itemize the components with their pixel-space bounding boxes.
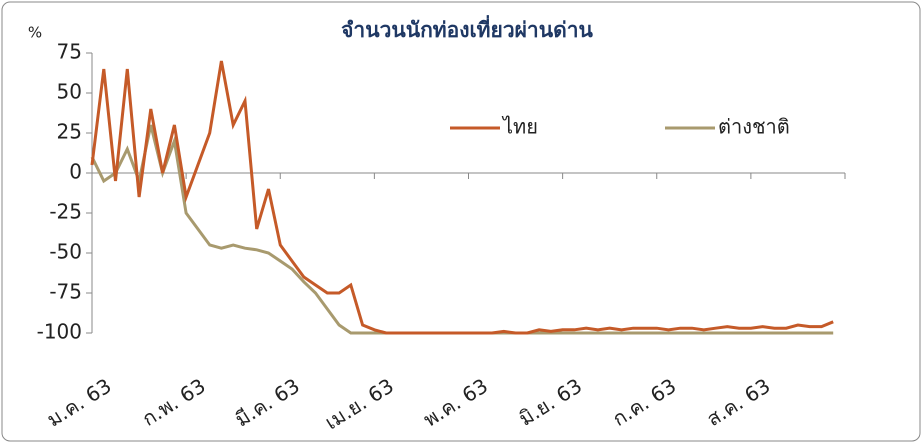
y-axis-label: %	[28, 24, 42, 42]
series-line	[90, 60, 834, 335]
y-tick-label: 50	[57, 80, 82, 104]
y-tick-label: -75	[49, 280, 82, 304]
chart-title: จำนวนนักท่องเที่ยวผ่านด่าน	[341, 14, 593, 42]
y-tick-label: 0	[69, 160, 82, 184]
legend-label: ไทย	[501, 115, 538, 139]
y-tick-label: -100	[37, 320, 82, 344]
y-tick-label: -25	[49, 200, 82, 224]
legend-label: ต่างชาติ	[718, 115, 790, 139]
y-tick-label: -50	[49, 240, 82, 264]
y-tick-label: 75	[57, 40, 82, 64]
y-tick-label: 25	[57, 120, 82, 144]
